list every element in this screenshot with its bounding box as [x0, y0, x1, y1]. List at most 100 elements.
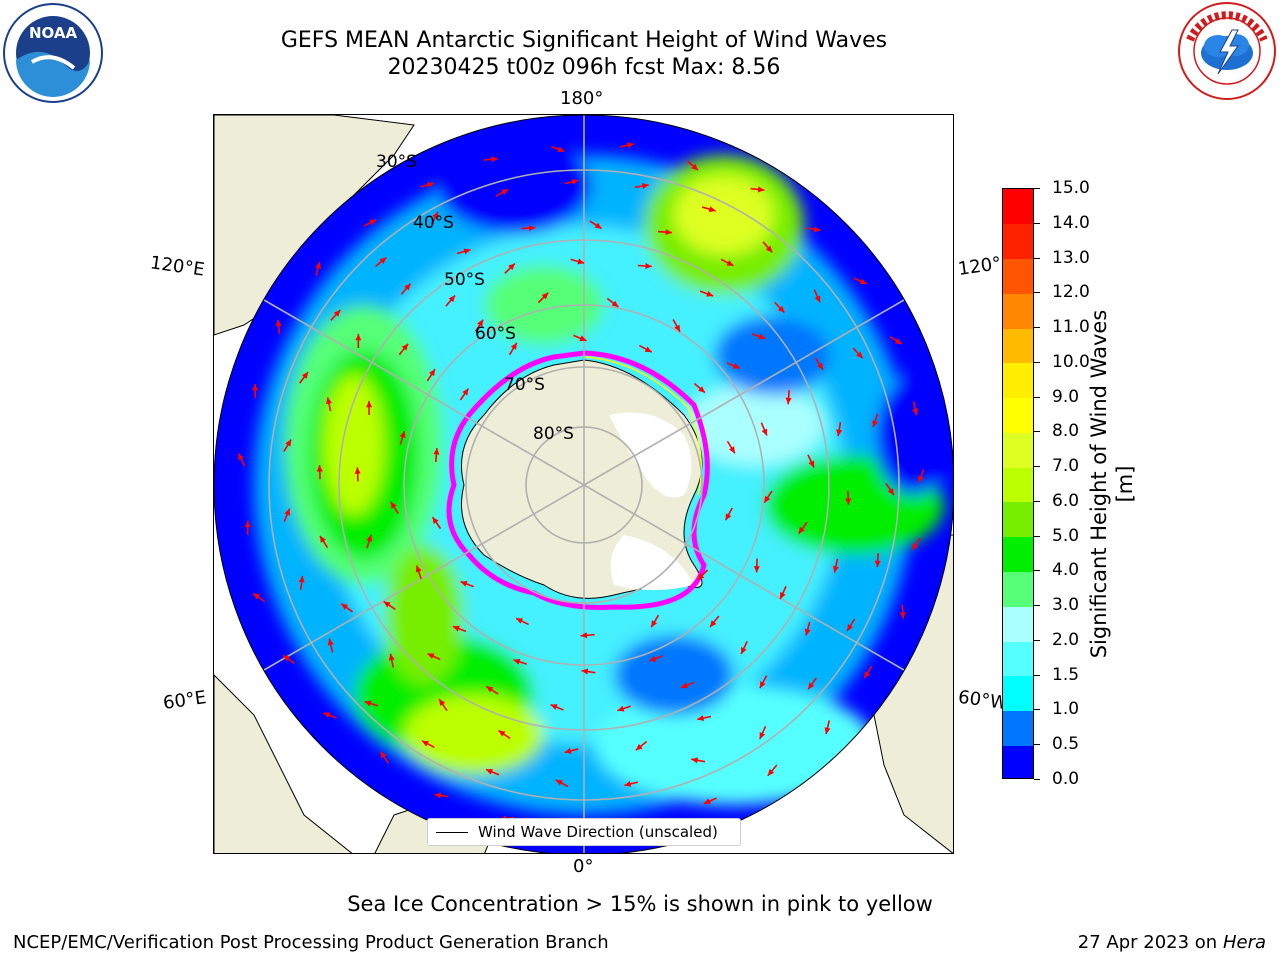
arrow-head	[579, 335, 587, 342]
arrow-head	[759, 732, 766, 740]
arrow-head	[462, 388, 469, 396]
arrow-head	[316, 465, 323, 472]
lat-label-30s: 30°S	[376, 152, 417, 172]
colorbar-tick-label: 5.0	[1052, 525, 1080, 546]
arrow-head	[832, 565, 839, 573]
colorbar-tick-label: 3.0	[1052, 595, 1080, 616]
arrow-head	[415, 565, 422, 573]
arrow-head	[528, 225, 536, 232]
colorbar-tick-mark	[1034, 257, 1040, 259]
colorbar-tick-label: 15.0	[1052, 178, 1090, 198]
arrow-head	[845, 498, 852, 505]
lon-label-top: 180°	[560, 88, 604, 109]
arrow-head	[780, 592, 786, 600]
map-legend: Wind Wave Direction (unscaled)	[427, 818, 741, 846]
arrow-head	[390, 501, 397, 509]
colorbar-tick-mark	[1034, 396, 1040, 398]
svg-text:NOAA: NOAA	[29, 24, 78, 42]
colorbar-tick-label: 12.0	[1052, 282, 1090, 303]
colorbar-segment	[1003, 606, 1033, 642]
footer-date-text: 27 Apr 2023 on	[1077, 932, 1223, 953]
arrow-head	[427, 653, 435, 660]
colorbar-tick-label: 6.0	[1052, 490, 1080, 511]
colorbar-tick-mark	[1034, 466, 1040, 468]
arrow-head	[434, 792, 442, 799]
map-subtitle: 20230425 t00z 096h fcst Max: 8.56	[387, 55, 781, 80]
arrow-head	[649, 655, 657, 662]
arrow-head	[252, 384, 259, 391]
arrow-head	[674, 324, 681, 332]
lon-label-bottom: 0°	[573, 856, 594, 877]
colorbar-segment	[1003, 710, 1033, 746]
arrow-head	[617, 705, 625, 712]
colorbar-segment	[1003, 223, 1033, 260]
arrow-head	[325, 397, 332, 405]
arrow-head	[808, 682, 815, 690]
arrow-head	[624, 780, 632, 787]
arrow-head	[323, 712, 331, 718]
colorbar-tick-label: 2.0	[1052, 629, 1080, 650]
footer-branch: NCEP/EMC/Verification Post Processing Pr…	[13, 932, 609, 953]
arrow-head	[275, 319, 282, 327]
arrow-head	[759, 681, 766, 689]
colorbar	[1002, 188, 1034, 779]
arrow-head	[399, 431, 406, 439]
footer-machine: Hera	[1222, 932, 1266, 953]
wave-height-field	[254, 135, 953, 815]
arrow-head	[432, 211, 438, 219]
arrow-head	[388, 653, 395, 661]
colorbar-label: Significant Height of Wind Waves [m]	[1087, 309, 1137, 659]
arrow-head	[741, 646, 747, 654]
arrow-head	[421, 740, 429, 747]
colorbar-tick-label: 13.0	[1052, 247, 1090, 268]
arrow-head	[808, 460, 815, 468]
arrow-head	[813, 226, 821, 233]
arrow-head	[401, 343, 409, 351]
colorbar-tick-label: 9.0	[1052, 386, 1080, 407]
colorbar-tick-label: 7.0	[1052, 456, 1080, 477]
arrow-head	[283, 655, 291, 662]
lat-label-40s: 40°S	[413, 213, 454, 233]
arrow-head	[912, 543, 919, 550]
map-canvas	[214, 115, 953, 853]
lon-label-upper-left: 120°E	[148, 252, 206, 281]
arrow-head	[486, 686, 494, 693]
arrow-head	[859, 278, 867, 285]
arrow-head	[753, 566, 760, 573]
arrow-head	[448, 295, 456, 303]
colorbar-tick-mark	[1034, 674, 1040, 676]
legend-line-icon	[436, 832, 468, 833]
arrow-head	[404, 283, 411, 291]
arrow-head	[665, 229, 672, 236]
colorbar-tick-mark	[1034, 500, 1040, 502]
arrow-head	[698, 386, 705, 393]
arrow-head	[912, 408, 919, 416]
colorbar-segment	[1003, 328, 1033, 364]
arrow-head	[580, 632, 588, 639]
colorbar-tick-mark	[1034, 188, 1040, 189]
lat-label-70s: 70°S	[504, 375, 545, 395]
arrow-head	[728, 446, 735, 454]
arrow-head	[516, 618, 524, 624]
arrow-head	[427, 181, 435, 188]
arrow-head	[708, 206, 716, 213]
arrow-head	[557, 146, 565, 153]
colorbar-tick-label: 8.0	[1052, 421, 1080, 442]
map-title: GEFS MEAN Antarctic Significant Height o…	[280, 28, 888, 53]
arrow-head	[732, 363, 740, 369]
arrow-head	[298, 575, 305, 583]
arrow-head	[824, 727, 831, 735]
arrow-head	[847, 624, 854, 631]
arrow-head	[785, 397, 792, 405]
sea-ice-edge	[446, 350, 710, 610]
arrow-head	[581, 668, 589, 675]
colorbar-tick-mark	[1034, 431, 1040, 433]
arrow-head	[380, 751, 387, 759]
legend-text: Wind Wave Direction (unscaled)	[478, 823, 718, 841]
arrow-head	[432, 517, 439, 525]
nws-logo	[1176, 0, 1278, 102]
colorbar-segment	[1003, 675, 1033, 712]
arrow-head	[555, 779, 563, 786]
colorbar-tick-mark	[1034, 605, 1040, 607]
arrow-head	[364, 700, 372, 707]
